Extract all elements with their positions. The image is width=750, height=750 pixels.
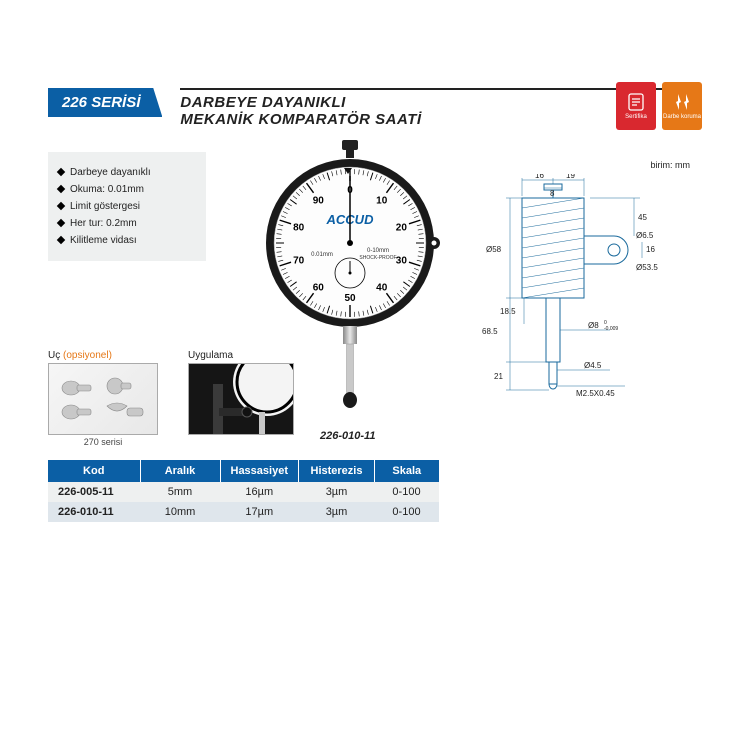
dim-n: M2.5X0.45 bbox=[576, 389, 615, 398]
shock-badge: Darbe koruma bbox=[662, 82, 702, 130]
technical-drawing: birim: mm 16 19 bbox=[480, 160, 690, 410]
model-label: 226-010-11 bbox=[320, 430, 375, 442]
dim-c: 8 bbox=[550, 189, 555, 198]
dim-l: 21 bbox=[494, 372, 503, 381]
svg-text:30: 30 bbox=[396, 256, 408, 267]
dim-j: 18.5 bbox=[500, 307, 516, 316]
feature-item: Limit göstergesi bbox=[58, 200, 196, 213]
spec-table: KodAralıkHassasiyetHisterezisSkala226-00… bbox=[48, 460, 439, 522]
table-cell: 226-005-11 bbox=[48, 482, 140, 502]
application-image bbox=[188, 363, 294, 435]
table-cell: 226-010-11 bbox=[48, 502, 140, 522]
table-header: Kod bbox=[48, 460, 140, 482]
optional-title: Uç (opsiyonel) bbox=[48, 350, 208, 361]
feature-item: Her tur: 0.2mm bbox=[58, 217, 196, 230]
dim-k: Ø8 bbox=[588, 321, 599, 330]
certificate-icon bbox=[626, 92, 646, 112]
optional-image bbox=[48, 363, 158, 435]
feature-item: Okuma: 0.01mm bbox=[58, 183, 196, 196]
table-cell: 3µm bbox=[299, 502, 375, 522]
svg-text:70: 70 bbox=[293, 256, 305, 267]
header-row: 226 SERİSİ DARBEYE DAYANIKLI MEKANİK KOM… bbox=[48, 88, 702, 128]
features-box: Darbeye dayanıklı Okuma: 0.01mm Limit göst… bbox=[48, 152, 206, 261]
gauge-sub3: SHOCK-PROOF bbox=[359, 255, 396, 261]
table-row: 226-005-115mm16µm3µm0-100 bbox=[48, 482, 439, 502]
table-cell: 0-100 bbox=[375, 502, 439, 522]
dim-i: 68.5 bbox=[482, 327, 498, 336]
feature-text: Darbeye dayanıklı bbox=[70, 166, 151, 179]
dim-b: 19 bbox=[566, 174, 575, 180]
table-header: Hassasiyet bbox=[220, 460, 299, 482]
table-row: 226-010-1110mm17µm3µm0-100 bbox=[48, 502, 439, 522]
dim-h: Ø53.5 bbox=[636, 263, 658, 272]
svg-text:-0.009: -0.009 bbox=[604, 326, 618, 332]
feature-text: Limit göstergesi bbox=[70, 200, 140, 213]
badges: Sertifika Darbe koruma bbox=[616, 82, 702, 130]
feature-item: Darbeye dayanıklı bbox=[58, 166, 196, 179]
feature-text: Her tur: 0.2mm bbox=[70, 217, 137, 230]
optional-caption: 270 serisi bbox=[48, 437, 158, 447]
dim-e: Ø58 bbox=[486, 245, 502, 254]
dim-f: Ø6.5 bbox=[636, 231, 654, 240]
table-header: Aralık bbox=[140, 460, 220, 482]
certificate-badge-label: Sertifika bbox=[625, 114, 647, 120]
feature-text: Kilitleme vidası bbox=[70, 234, 137, 247]
bullet-icon bbox=[57, 219, 65, 227]
table-header: Skala bbox=[375, 460, 439, 482]
optional-highlight: (opsiyonel) bbox=[63, 350, 112, 361]
svg-text:60: 60 bbox=[313, 283, 325, 294]
certificate-badge: Sertifika bbox=[616, 82, 656, 130]
svg-text:10: 10 bbox=[376, 195, 388, 206]
unit-label: birim: mm bbox=[480, 160, 690, 170]
optional-section: Uç (opsiyonel) 270 serisi bbox=[48, 350, 208, 447]
shock-icon bbox=[672, 92, 692, 112]
svg-text:40: 40 bbox=[376, 283, 388, 294]
shock-badge-label: Darbe koruma bbox=[663, 114, 701, 120]
bullet-icon bbox=[57, 202, 65, 210]
svg-text:50: 50 bbox=[344, 293, 356, 304]
table-cell: 0-100 bbox=[375, 482, 439, 502]
bullet-icon bbox=[57, 236, 65, 244]
table-cell: 3µm bbox=[299, 482, 375, 502]
dim-a: 16 bbox=[535, 174, 544, 180]
table-cell: 5mm bbox=[140, 482, 220, 502]
svg-text:90: 90 bbox=[313, 195, 325, 206]
svg-text:20: 20 bbox=[396, 222, 408, 233]
table-cell: 17µm bbox=[220, 502, 299, 522]
optional-prefix: Uç bbox=[48, 350, 63, 361]
dim-d: 45 bbox=[638, 213, 647, 222]
bullet-icon bbox=[57, 185, 65, 193]
dim-g: 16 bbox=[646, 245, 655, 254]
svg-text:80: 80 bbox=[293, 222, 305, 233]
gauge-sub1: 0.01mm bbox=[311, 252, 333, 258]
feature-text: Okuma: 0.01mm bbox=[70, 183, 144, 196]
table-cell: 10mm bbox=[140, 502, 220, 522]
series-tab: 226 SERİSİ bbox=[48, 88, 162, 117]
table-cell: 16µm bbox=[220, 482, 299, 502]
feature-item: Kilitleme vidası bbox=[58, 234, 196, 247]
gauge-sub2: 0-10mm bbox=[367, 248, 389, 254]
application-section: Uygulama bbox=[188, 350, 308, 435]
table-header: Histerezis bbox=[299, 460, 375, 482]
bullet-icon bbox=[57, 168, 65, 176]
application-title: Uygulama bbox=[188, 350, 308, 361]
dim-m: Ø4.5 bbox=[584, 361, 602, 370]
